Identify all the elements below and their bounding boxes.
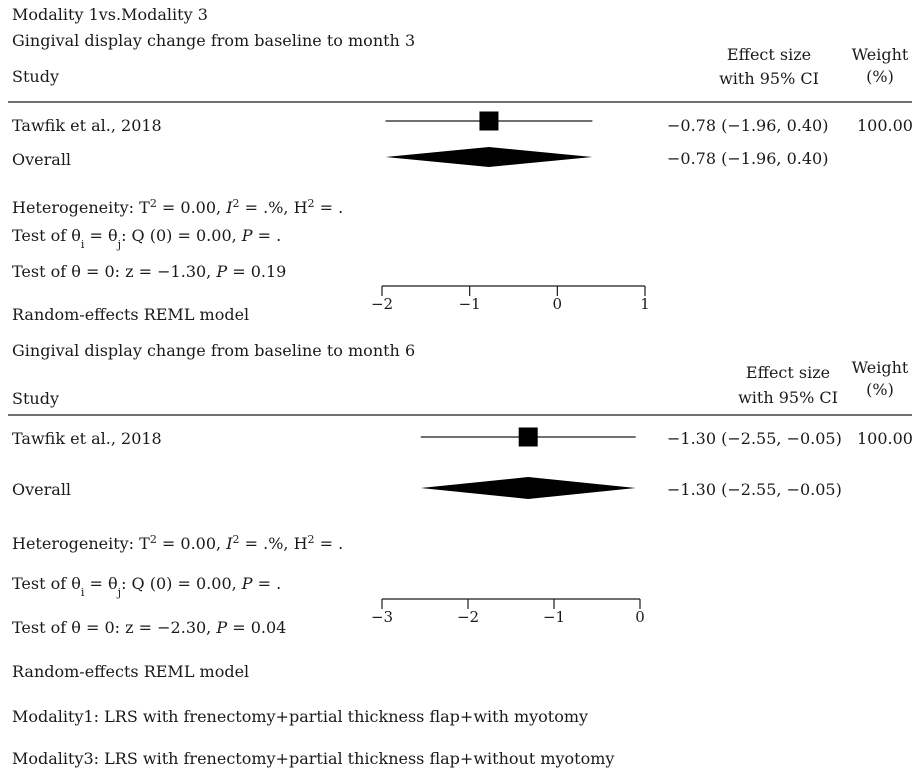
heterogeneity-stats: Heterogeneity: T2 = 0.00, I2 = .%, H2 = … bbox=[12, 533, 343, 554]
study-effect-marker bbox=[479, 111, 499, 131]
x-tick-label: 0 bbox=[553, 295, 563, 313]
panel-title: Gingival display change from baseline to… bbox=[12, 31, 415, 50]
x-tick-label: −1 bbox=[459, 295, 481, 313]
x-tick-label: −2 bbox=[457, 608, 479, 626]
x-axis: −3 −2 −1 0 bbox=[371, 598, 645, 626]
model-label: Random-effects REML model bbox=[12, 305, 249, 324]
overall-effect-label: −0.78 (−1.96, 0.40) bbox=[667, 149, 828, 168]
study-header: Study bbox=[12, 67, 59, 86]
modality-3-definition: Modality3: LRS with frenectomy+partial t… bbox=[12, 749, 614, 768]
x-tick-label: −1 bbox=[543, 608, 565, 626]
heterogeneity-stats: Heterogeneity: T2 = 0.00, I2 = .%, H2 = … bbox=[12, 197, 343, 218]
weight-header: Weight bbox=[852, 358, 909, 377]
study-effect-marker bbox=[518, 427, 538, 447]
x-tick-label: 1 bbox=[640, 295, 650, 313]
effect-size-header: Effect size bbox=[746, 363, 830, 382]
weight-unit-header: (%) bbox=[866, 380, 894, 399]
study-weight: 100.00 bbox=[857, 116, 913, 135]
study-effect-label: −1.30 (−2.55, −0.05) bbox=[667, 429, 842, 448]
overall-effect-label: −1.30 (−2.55, −0.05) bbox=[667, 480, 842, 499]
forest-panel-month-6: Gingival display change from baseline to… bbox=[8, 341, 913, 681]
forest-panel-month-3: Gingival display change from baseline to… bbox=[8, 31, 913, 324]
z-test-stats: Test of θ = 0: z = −2.30, P = 0.04 bbox=[12, 618, 286, 637]
overall-diamond bbox=[420, 477, 636, 499]
overall-label: Overall bbox=[12, 150, 71, 169]
overall-label: Overall bbox=[12, 480, 71, 499]
x-tick-label: −3 bbox=[371, 608, 393, 626]
panel-title: Gingival display change from baseline to… bbox=[12, 341, 415, 360]
ci-header: with 95% CI bbox=[719, 69, 819, 88]
study-weight: 100.00 bbox=[857, 429, 913, 448]
x-tick-label: 0 bbox=[635, 608, 645, 626]
q-test-stats: Test of θi = θj: Q (0) = 0.00, P = . bbox=[12, 226, 281, 251]
study-header: Study bbox=[12, 389, 59, 408]
modality-1-definition: Modality1: LRS with frenectomy+partial t… bbox=[12, 707, 588, 726]
x-tick-label: −2 bbox=[371, 295, 393, 313]
ci-header: with 95% CI bbox=[738, 388, 838, 407]
effect-size-header: Effect size bbox=[727, 45, 811, 64]
weight-header: Weight bbox=[852, 45, 909, 64]
z-test-stats: Test of θ = 0: z = −1.30, P = 0.19 bbox=[12, 262, 286, 281]
figure-title: Modality 1vs.Modality 3 bbox=[12, 5, 208, 24]
overall-diamond bbox=[385, 147, 593, 167]
study-name: Tawfik et al., 2018 bbox=[12, 116, 162, 135]
study-effect-label: −0.78 (−1.96, 0.40) bbox=[667, 116, 828, 135]
x-axis: −2 −1 0 1 bbox=[371, 285, 650, 313]
q-test-stats: Test of θi = θj: Q (0) = 0.00, P = . bbox=[12, 574, 281, 599]
model-label: Random-effects REML model bbox=[12, 662, 249, 681]
weight-unit-header: (%) bbox=[866, 67, 894, 86]
study-name: Tawfik et al., 2018 bbox=[12, 429, 162, 448]
